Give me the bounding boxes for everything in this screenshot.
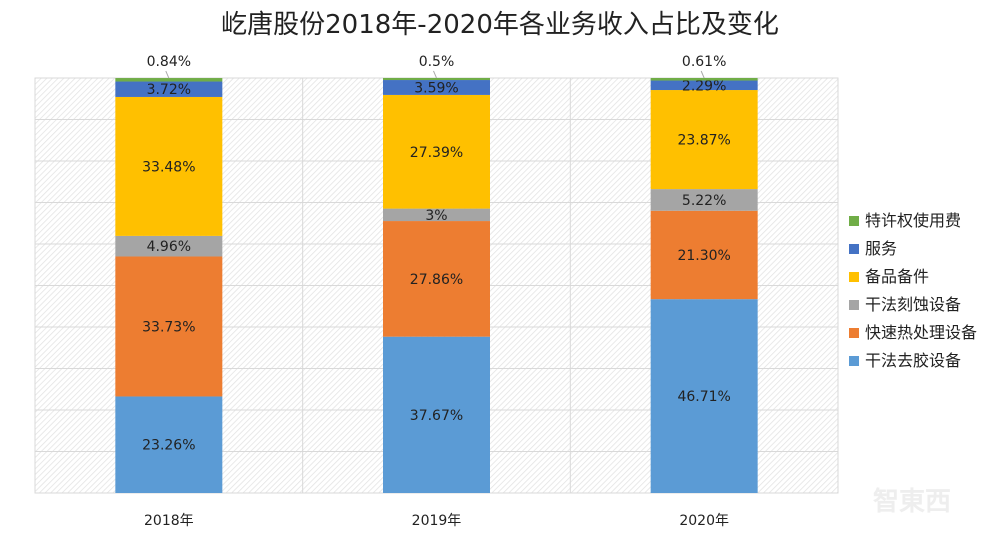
legend-label: 备品备件 <box>865 267 929 286</box>
bar-segment <box>383 77 490 81</box>
bar-segment <box>115 78 223 82</box>
chart-title: 屹唐股份2018年-2020年各业务收入占比及变化 <box>221 10 779 40</box>
x-tick-label: 2018年 <box>144 513 194 529</box>
leader-line <box>165 70 170 79</box>
legend-label: 特许权使用费 <box>865 211 961 230</box>
bar-segment <box>115 396 223 493</box>
data-label: 2.29% <box>682 78 726 94</box>
data-label: 3.59% <box>414 80 458 96</box>
legend-swatch <box>849 356 859 366</box>
bar-segment <box>650 299 758 493</box>
data-label: 21.30% <box>677 248 730 264</box>
bar-segment <box>650 189 758 211</box>
data-label: 0.61% <box>682 54 726 70</box>
leader-line <box>433 70 437 79</box>
bar-segment <box>650 90 758 190</box>
data-label: 5.22% <box>682 193 726 209</box>
data-label: 33.48% <box>142 159 195 175</box>
bar-segment <box>115 81 223 97</box>
legend-label: 干法刻蚀设备 <box>865 295 961 314</box>
data-label: 46.71% <box>677 389 730 405</box>
legend-label: 干法去胶设备 <box>865 351 961 370</box>
x-tick-label: 2019年 <box>412 513 462 529</box>
data-label: 27.86% <box>410 272 463 288</box>
bar-segment <box>115 235 223 257</box>
x-tick-label: 2020年 <box>679 513 729 529</box>
data-label: 3.72% <box>147 82 191 98</box>
legend-swatch <box>849 300 859 310</box>
legend-swatch <box>849 244 859 254</box>
bar-segment <box>383 208 490 222</box>
bar-segment <box>383 336 490 493</box>
data-label: 27.39% <box>410 145 463 161</box>
legend-swatch <box>849 272 859 282</box>
leader-line <box>700 70 705 79</box>
legend-label: 快速热处理设备 <box>865 323 977 342</box>
bar-segment <box>650 80 758 91</box>
data-label: 23.87% <box>677 133 730 149</box>
data-label: 0.5% <box>419 54 455 70</box>
data-label: 3% <box>425 208 447 224</box>
data-label: 23.26% <box>142 438 195 454</box>
data-label: 0.84% <box>147 54 191 70</box>
bar-segment <box>383 221 490 337</box>
data-label: 33.73% <box>142 319 195 335</box>
legend-label: 服务 <box>865 239 897 258</box>
legend-swatch <box>849 216 859 226</box>
bar-segment <box>383 94 490 209</box>
data-label: 37.67% <box>410 408 463 424</box>
watermark: 智東西 <box>873 487 951 517</box>
bar-segment <box>115 96 223 236</box>
bar-segment <box>650 78 758 81</box>
bar-segment <box>115 256 223 397</box>
data-label: 4.96% <box>147 239 191 255</box>
bar-segment <box>650 210 758 300</box>
bar-segment <box>383 80 490 95</box>
legend-swatch <box>849 328 859 338</box>
